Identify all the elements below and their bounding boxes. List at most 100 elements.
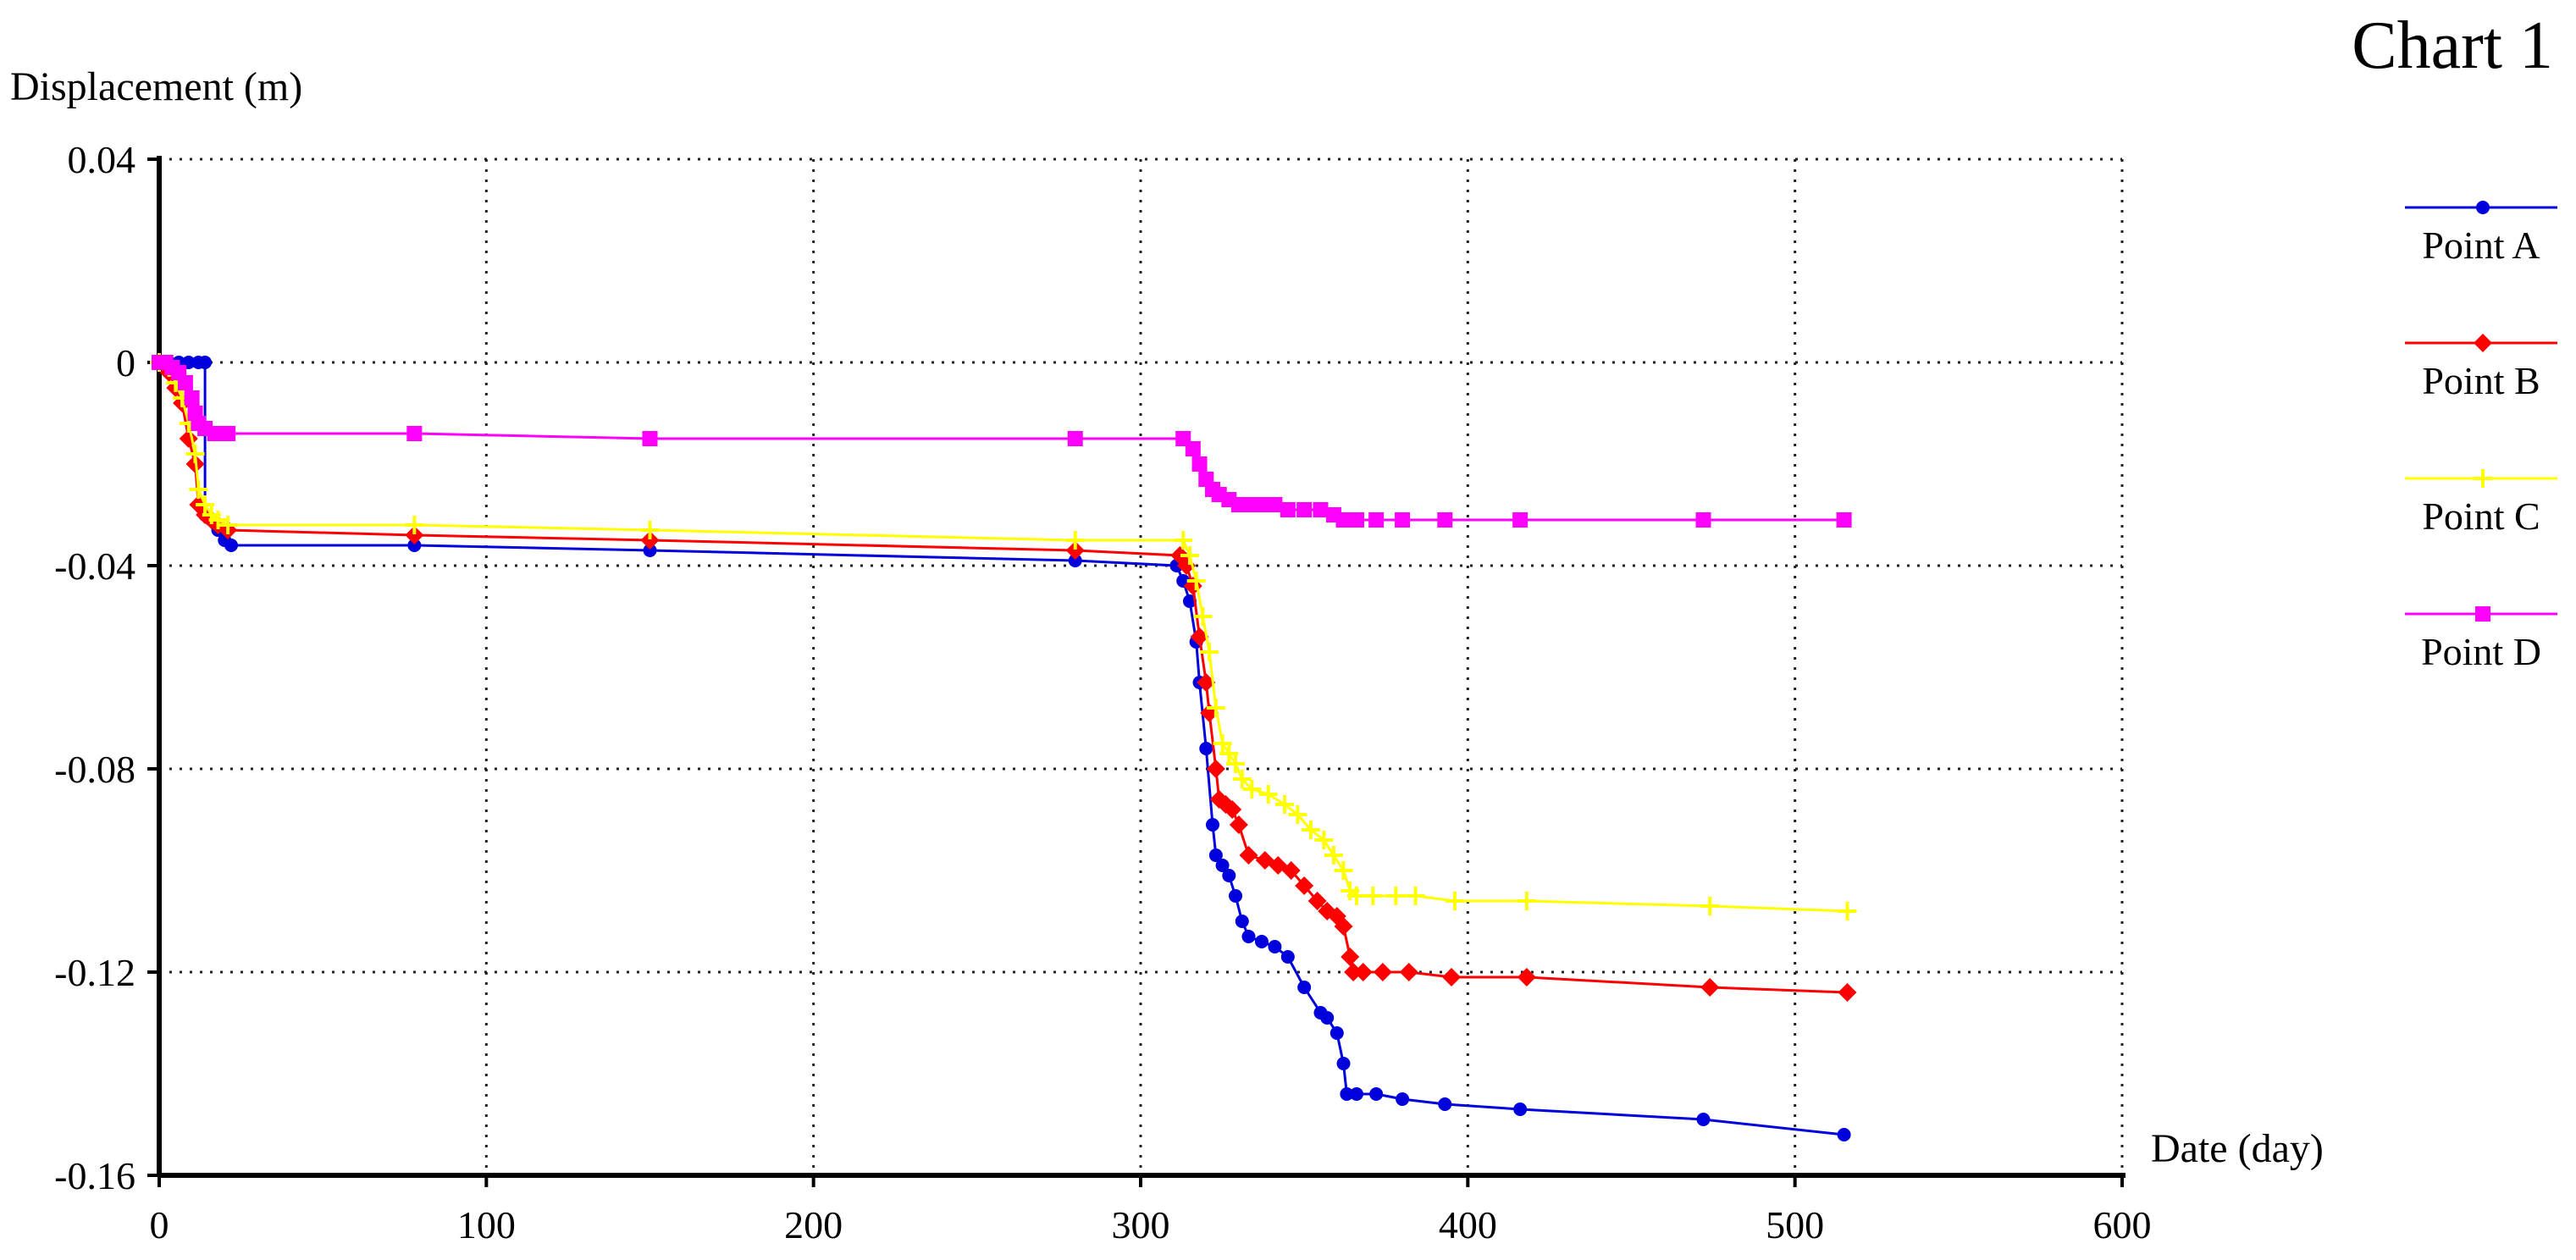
point-point-d-11 xyxy=(406,426,423,441)
point-point-b-13 xyxy=(1065,541,1085,560)
y-axis-ticks: 0.04 0 -0.04 -0.08 -0.12 -0.16 xyxy=(54,138,159,1197)
point-point-c-17 xyxy=(1193,607,1213,626)
legend-item-point-c: Point C xyxy=(2405,469,2557,538)
point-point-d-16 xyxy=(1191,456,1208,472)
point-point-d-13 xyxy=(1067,431,1083,446)
point-point-a-39 xyxy=(1438,1097,1452,1111)
point-point-a-32 xyxy=(1320,1011,1335,1025)
point-point-c-31 xyxy=(1334,861,1353,880)
series-line-point-a xyxy=(159,361,1844,1136)
y-tick-label-1: 0 xyxy=(116,341,135,384)
x-axis-label: Date (day) xyxy=(2151,1126,2324,1171)
point-point-b-40 xyxy=(1517,968,1536,986)
point-point-c-9 xyxy=(208,511,228,529)
point-point-b-34 xyxy=(1341,948,1360,966)
series-point-a xyxy=(152,356,1851,1141)
point-point-a-38 xyxy=(1396,1092,1410,1106)
point-point-d-32 xyxy=(1395,512,1411,528)
point-point-c-19 xyxy=(1206,699,1225,717)
point-point-c-5 xyxy=(185,445,205,463)
legend-marker-point-a xyxy=(2476,201,2490,214)
point-point-b-36 xyxy=(1353,963,1373,981)
legend-label-point-b: Point B xyxy=(2422,359,2540,402)
point-point-b-41 xyxy=(1700,978,1720,997)
point-point-b-39 xyxy=(1442,968,1462,986)
point-point-a-22 xyxy=(1215,859,1230,872)
point-point-c-25 xyxy=(1258,785,1278,804)
point-point-c-37 xyxy=(1445,892,1464,910)
point-point-a-20 xyxy=(1205,818,1219,832)
point-point-d-5 xyxy=(184,390,200,406)
point-point-a-5 xyxy=(198,356,213,369)
point-point-b-28 xyxy=(1281,861,1301,880)
point-point-a-12 xyxy=(643,544,657,557)
point-point-a-40 xyxy=(1513,1102,1528,1116)
point-point-a-16 xyxy=(1182,594,1197,608)
point-point-d-25 xyxy=(1280,502,1296,517)
point-point-a-24 xyxy=(1229,889,1243,903)
series-line-point-b xyxy=(158,361,1848,994)
point-point-b-33 xyxy=(1334,917,1353,936)
legend-marker-point-d xyxy=(2475,606,2490,622)
point-point-c-16 xyxy=(1186,572,1206,590)
point-point-a-30 xyxy=(1297,981,1312,994)
series-layer xyxy=(150,353,1857,1141)
point-point-d-29 xyxy=(1335,512,1352,528)
x-tick-label-5: 500 xyxy=(1766,1203,1824,1246)
point-point-d-10 xyxy=(220,426,236,441)
point-point-c-39 xyxy=(1700,897,1720,915)
point-point-a-34 xyxy=(1336,1057,1351,1070)
point-point-b-12 xyxy=(640,531,660,550)
grid-lines xyxy=(159,158,2124,1175)
point-point-b-11 xyxy=(405,526,424,544)
point-point-c-28 xyxy=(1301,821,1320,839)
point-point-c-27 xyxy=(1288,805,1307,824)
point-point-c-20 xyxy=(1213,734,1232,753)
point-point-d-35 xyxy=(1695,512,1711,528)
point-point-b-42 xyxy=(1838,983,1857,1002)
point-point-a-19 xyxy=(1199,742,1213,755)
point-point-c-13 xyxy=(1065,531,1085,550)
legend-label-point-a: Point A xyxy=(2422,224,2540,267)
point-point-b-35 xyxy=(1344,963,1363,981)
point-point-a-11 xyxy=(407,539,422,552)
legend-marker-point-b xyxy=(2474,334,2492,352)
point-point-d-30 xyxy=(1348,512,1364,528)
point-point-a-35 xyxy=(1340,1087,1354,1101)
point-point-c-26 xyxy=(1274,795,1294,814)
point-point-c-29 xyxy=(1314,831,1334,849)
point-point-c-6 xyxy=(189,480,208,499)
x-axis-ticks: 0 100 200 300 400 500 600 xyxy=(150,1175,2152,1246)
point-point-a-13 xyxy=(1068,554,1082,567)
chart-title: Chart 1 xyxy=(2352,8,2553,83)
series-line-point-c xyxy=(158,361,1848,913)
y-tick-label-5: -0.16 xyxy=(54,1154,135,1197)
point-point-d-24 xyxy=(1267,497,1283,512)
point-point-b-20 xyxy=(1206,760,1225,778)
point-point-b-29 xyxy=(1295,876,1314,895)
point-point-a-21 xyxy=(1208,848,1223,862)
x-tick-label-1: 100 xyxy=(457,1203,516,1246)
legend-item-point-b: Point B xyxy=(2405,334,2557,402)
point-point-d-26 xyxy=(1296,502,1313,517)
y-tick-label-0: 0.04 xyxy=(68,138,136,181)
x-tick-label-2: 200 xyxy=(784,1203,843,1246)
point-point-c-30 xyxy=(1324,846,1343,865)
point-point-c-23 xyxy=(1232,770,1252,788)
point-point-b-30 xyxy=(1307,892,1327,910)
point-point-b-23 xyxy=(1223,800,1242,819)
point-point-c-40 xyxy=(1838,902,1857,920)
point-point-a-26 xyxy=(1241,930,1256,943)
series-point-d xyxy=(152,355,1852,528)
point-point-c-38 xyxy=(1517,892,1536,910)
point-point-c-34 xyxy=(1363,887,1383,905)
point-point-c-11 xyxy=(405,516,424,534)
point-point-d-27 xyxy=(1313,502,1329,517)
point-point-d-15 xyxy=(1185,441,1201,456)
point-point-c-10 xyxy=(218,516,238,534)
point-point-d-9 xyxy=(207,426,223,441)
point-point-a-33 xyxy=(1329,1026,1344,1040)
point-point-c-36 xyxy=(1406,887,1425,905)
point-point-c-14 xyxy=(1174,531,1193,550)
point-point-b-18 xyxy=(1197,673,1216,692)
